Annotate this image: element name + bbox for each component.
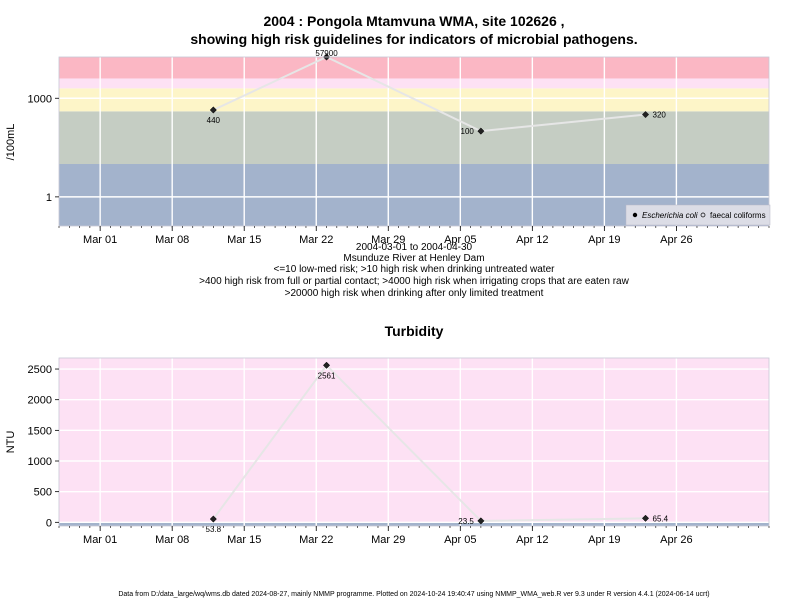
risk-band — [59, 522, 769, 526]
data-point-marker — [641, 514, 650, 522]
x-tick-label: Apr 05 — [444, 534, 476, 546]
data-label: 440 — [207, 116, 221, 125]
legend-faecal-label: faecal coliforms — [710, 211, 766, 220]
y-tick-label: 1500 — [28, 425, 52, 437]
legend-ecoli-marker — [632, 212, 638, 218]
legend-box — [625, 204, 771, 226]
y-tick-label: 2500 — [28, 364, 52, 376]
caption-line: Msunduze River at Henley Dam — [343, 253, 484, 264]
y-tick-label: 1000 — [28, 93, 52, 105]
bottom-y-axis-label: NTU — [5, 431, 17, 454]
data-label: 65.4 — [653, 514, 669, 523]
caption-line: >400 high risk from full or partial cont… — [199, 276, 629, 287]
x-tick-label: Apr 26 — [660, 234, 692, 246]
caption-line: <=10 low-med risk; >10 high risk when dr… — [274, 264, 556, 275]
x-tick-label: Mar 01 — [83, 234, 117, 246]
data-point-marker — [477, 517, 485, 525]
plot-frame — [58, 56, 770, 227]
chart-subtitle: showing high risk guidelines for indicat… — [190, 31, 637, 47]
data-label: 320 — [653, 111, 667, 120]
data-label: 23.5 — [458, 517, 474, 526]
x-tick-label: Mar 15 — [227, 234, 261, 246]
data-point-marker — [209, 515, 217, 523]
x-tick-label: Apr 19 — [588, 534, 620, 546]
y-tick-label: 0 — [46, 517, 52, 529]
top-axes: 1 1000 Mar 01 Mar 08 Mar 15 Mar 22 Mar 29 Apr 0… — [28, 56, 770, 246]
data-point-marker — [209, 106, 217, 114]
series-line — [212, 55, 646, 133]
footer-note: Data from D:/data_large/wq/wms.db dated … — [118, 591, 709, 598]
y-tick-label: 1000 — [28, 456, 52, 468]
x-tick-label: Mar 29 — [371, 534, 405, 546]
x-tick-label: Apr 05 — [444, 234, 476, 246]
y-tick-label: 1 — [46, 192, 52, 204]
x-tick-label: Apr 26 — [660, 534, 692, 546]
x-tick-label: Mar 29 — [371, 234, 405, 246]
bottom-series: 53.8 2561 23.5 65.4 — [206, 361, 669, 534]
x-tick-label: Apr 12 — [516, 234, 548, 246]
data-point-marker — [477, 127, 485, 135]
x-tick-label: Mar 08 — [155, 234, 189, 246]
plot-frame — [58, 357, 770, 527]
risk-band — [59, 78, 769, 89]
data-label: 100 — [461, 127, 475, 136]
x-tick-label: Mar 08 — [155, 534, 189, 546]
y-tick-label: 500 — [34, 487, 52, 499]
turbidity-title: Turbidity — [385, 323, 444, 339]
x-tick-label: Apr 12 — [516, 534, 548, 546]
series-line — [212, 363, 646, 522]
legend-faecal-marker — [700, 212, 706, 218]
x-tick-label: Apr 19 — [588, 234, 620, 246]
top-caption: 2004-03-01 to 2004-04-30 Msunduze River … — [199, 242, 629, 299]
y-tick-label: 2000 — [28, 395, 52, 407]
x-tick-label: Mar 22 — [299, 234, 333, 246]
top-risk-bands — [59, 57, 769, 226]
data-label: 57900 — [315, 49, 338, 58]
top-series: 440 57900 100 320 — [207, 49, 667, 136]
data-label: 2561 — [318, 371, 336, 380]
x-tick-label: Mar 15 — [227, 534, 261, 546]
bottom-axes: 0 500 1000 1500 2000 2500 Mar 01 Mar 08 Mar 15 Ma… — [28, 357, 770, 546]
x-tick-label: Mar 22 — [299, 534, 333, 546]
bottom-bands — [59, 358, 769, 526]
legend-ecoli-label: Escherichia coli — [642, 211, 698, 220]
chart-title: 2004 : Pongola Mtamvuna WMA, site 102626… — [263, 13, 564, 29]
risk-band — [59, 358, 769, 523]
data-label: 53.8 — [206, 525, 222, 534]
data-point-marker — [322, 361, 331, 369]
caption-line: >20000 high risk when drinking after onl… — [285, 288, 544, 299]
risk-band — [59, 57, 769, 79]
bottom-grid — [59, 358, 769, 526]
top-y-axis-label: /100mL — [5, 124, 17, 161]
caption-line: 2004-03-01 to 2004-04-30 — [356, 242, 473, 253]
x-tick-label: Mar 01 — [83, 534, 117, 546]
data-point-marker — [641, 110, 650, 119]
legend: Escherichia coli faecal coliforms — [625, 204, 771, 226]
risk-band — [59, 111, 769, 165]
